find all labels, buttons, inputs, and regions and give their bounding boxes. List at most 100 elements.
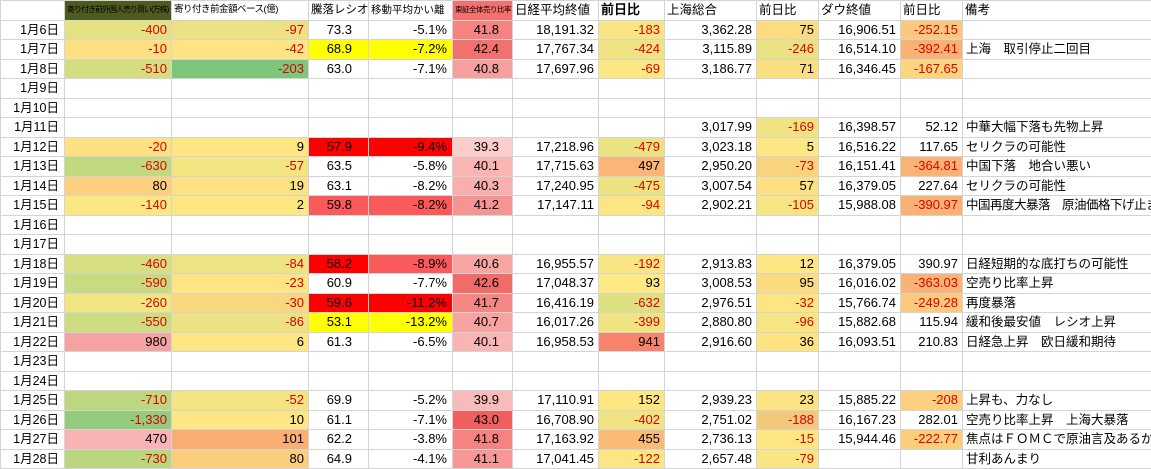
cell-shanghai_chg[interactable]: 23 [757,391,819,411]
cell-remarks[interactable] [963,371,1151,391]
cell-shanghai[interactable]: 2,657.48 [665,449,757,469]
cell-foreign_value[interactable]: -30 [172,293,309,313]
cell-nikkei[interactable]: 17,163.92 [513,430,599,450]
header-dow-close[interactable]: ダウ終値 [819,1,901,21]
cell-remarks[interactable]: 上海 取引停止二回目 [963,40,1151,60]
cell-dow[interactable]: 16,346.45 [819,59,901,79]
cell-nikkei[interactable]: 17,048.37 [513,274,599,294]
cell-nikkei_chg[interactable]: 941 [599,332,665,352]
cell-ma_div[interactable]: -7.2% [369,40,453,60]
cell-foreign_value[interactable] [172,352,309,372]
cell-dow_chg[interactable]: 52.12 [901,118,963,138]
cell-ratio[interactable]: 60.9 [309,274,369,294]
cell-sell_ratio[interactable] [453,352,513,372]
cell-dow[interactable] [819,352,901,372]
cell-nikkei[interactable]: 16,708.90 [513,410,599,430]
cell-shanghai_chg[interactable] [757,371,819,391]
cell-remarks[interactable] [963,352,1151,372]
cell-shanghai_chg[interactable]: -15 [757,430,819,450]
cell-dow[interactable]: 16,167.23 [819,410,901,430]
cell-sell_ratio[interactable] [453,371,513,391]
cell-foreign_value[interactable]: -42 [172,40,309,60]
cell-foreign_shares[interactable] [65,79,172,99]
cell-dow[interactable]: 15,988.08 [819,196,901,216]
cell-sell_ratio[interactable] [453,98,513,118]
cell-dow[interactable]: 15,882.68 [819,313,901,333]
cell-remarks[interactable] [963,20,1151,40]
header-tse-sell-ratio[interactable]: 東証全体売り比率 [453,1,513,21]
cell-ratio[interactable] [309,215,369,235]
cell-sell_ratio[interactable]: 39.9 [453,391,513,411]
cell-dow_chg[interactable] [901,79,963,99]
cell-ma_div[interactable]: -7.1% [369,59,453,79]
cell-remarks[interactable]: セリクラの可能性 [963,176,1151,196]
cell-shanghai[interactable]: 2,916.60 [665,332,757,352]
cell-nikkei_chg[interactable] [599,352,665,372]
cell-ratio[interactable]: 63.1 [309,176,369,196]
cell-shanghai[interactable]: 2,976.51 [665,293,757,313]
cell-ratio[interactable]: 59.6 [309,293,369,313]
cell-remarks[interactable]: 緩和後最安値 レシオ上昇 [963,313,1151,333]
cell-remarks[interactable] [963,59,1151,79]
cell-foreign_shares[interactable]: -630 [65,157,172,177]
cell-shanghai[interactable]: 2,950.20 [665,157,757,177]
cell-nikkei_chg[interactable] [599,215,665,235]
cell-nikkei[interactable]: 17,147.11 [513,196,599,216]
cell-shanghai_chg[interactable]: 95 [757,274,819,294]
cell-nikkei_chg[interactable]: 93 [599,274,665,294]
cell-sell_ratio[interactable]: 40.8 [453,59,513,79]
date-cell[interactable]: 1月23日 [1,352,65,372]
cell-remarks[interactable]: 中華大幅下落も先物上昇 [963,118,1151,138]
cell-foreign_value[interactable]: 101 [172,430,309,450]
cell-nikkei_chg[interactable] [599,371,665,391]
cell-dow_chg[interactable]: -252.15 [901,20,963,40]
cell-nikkei[interactable]: 17,041.45 [513,449,599,469]
cell-dow[interactable]: 15,885.22 [819,391,901,411]
cell-sell_ratio[interactable]: 39.3 [453,137,513,157]
header-dow-change[interactable]: 前日比 [901,1,963,21]
date-cell[interactable]: 1月20日 [1,293,65,313]
cell-foreign_value[interactable]: 80 [172,449,309,469]
cell-nikkei[interactable]: 16,958.53 [513,332,599,352]
cell-dow[interactable] [819,215,901,235]
cell-ratio[interactable]: 61.1 [309,410,369,430]
cell-foreign_shares[interactable]: -460 [65,254,172,274]
cell-nikkei[interactable]: 17,218.96 [513,137,599,157]
cell-sell_ratio[interactable]: 41.7 [453,293,513,313]
cell-dow[interactable]: 16,516.22 [819,137,901,157]
date-cell[interactable]: 1月24日 [1,371,65,391]
cell-shanghai_chg[interactable]: -105 [757,196,819,216]
cell-shanghai_chg[interactable]: -32 [757,293,819,313]
cell-ma_div[interactable] [369,235,453,255]
cell-sell_ratio[interactable]: 40.1 [453,332,513,352]
cell-ratio[interactable]: 61.3 [309,332,369,352]
cell-ratio[interactable]: 59.8 [309,196,369,216]
cell-nikkei_chg[interactable]: 152 [599,391,665,411]
cell-foreign_shares[interactable]: -140 [65,196,172,216]
cell-nikkei[interactable]: 16,955.57 [513,254,599,274]
cell-shanghai[interactable]: 3,007.54 [665,176,757,196]
cell-foreign_shares[interactable] [65,371,172,391]
cell-shanghai_chg[interactable]: 36 [757,332,819,352]
cell-ratio[interactable] [309,98,369,118]
cell-dow_chg[interactable]: 210.83 [901,332,963,352]
cell-dow_chg[interactable]: -364.81 [901,157,963,177]
cell-foreign_shares[interactable]: -400 [65,20,172,40]
cell-shanghai[interactable]: 3,362.28 [665,20,757,40]
cell-foreign_shares[interactable]: 80 [65,176,172,196]
cell-ma_div[interactable]: -5.2% [369,391,453,411]
cell-foreign_value[interactable]: 2 [172,196,309,216]
cell-shanghai_chg[interactable]: 5 [757,137,819,157]
cell-shanghai[interactable]: 2,751.02 [665,410,757,430]
cell-nikkei[interactable] [513,352,599,372]
cell-foreign_value[interactable]: -52 [172,391,309,411]
cell-nikkei[interactable]: 17,715.63 [513,157,599,177]
cell-dow_chg[interactable]: 115.94 [901,313,963,333]
cell-foreign_value[interactable] [172,371,309,391]
cell-ratio[interactable]: 58.2 [309,254,369,274]
cell-dow_chg[interactable] [901,371,963,391]
cell-shanghai_chg[interactable]: -73 [757,157,819,177]
cell-shanghai_chg[interactable] [757,98,819,118]
cell-dow_chg[interactable]: -222.77 [901,430,963,450]
cell-nikkei[interactable] [513,79,599,99]
